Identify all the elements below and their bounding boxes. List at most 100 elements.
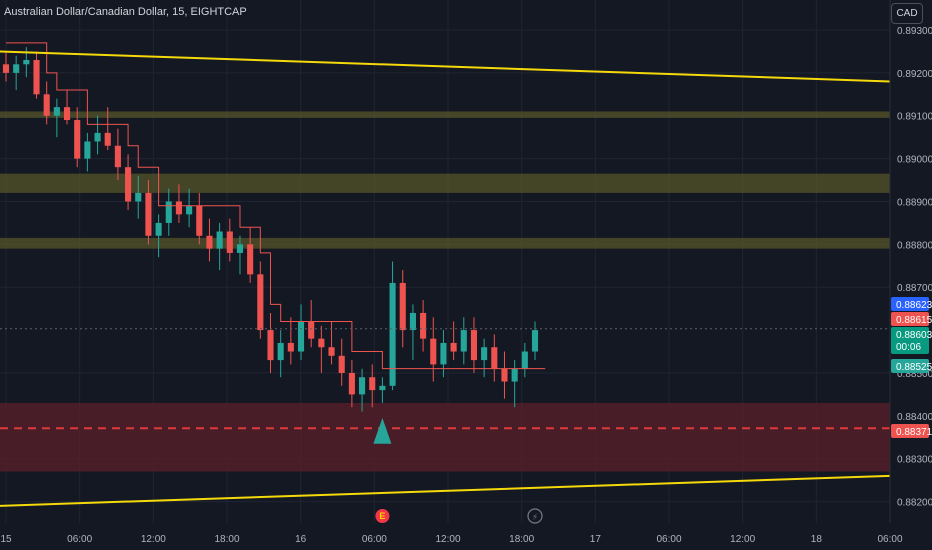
price-label-p2-bg: [891, 312, 929, 326]
candle-body: [114, 145, 121, 168]
time-axis-panel: [0, 523, 932, 550]
candle-body: [247, 244, 254, 275]
price-label-p5-bg: [891, 424, 929, 438]
candle-body: [409, 312, 416, 331]
y-tick-label: 0.89100: [897, 112, 932, 123]
candle-body: [94, 132, 101, 142]
candle-body: [318, 338, 325, 348]
y-tick-label: 0.88500: [897, 369, 932, 380]
candle-body: [175, 201, 182, 215]
candle-body: [104, 132, 111, 146]
candle-body: [481, 347, 488, 361]
currency-button[interactable]: CAD: [891, 3, 923, 24]
candle-body: [491, 347, 498, 369]
price-label-p4-bg: [891, 359, 929, 373]
x-tick-label: 12:00: [730, 534, 755, 545]
candle-body: [226, 231, 233, 253]
y-tick-label: 0.89000: [897, 155, 932, 166]
candle-body: [206, 235, 213, 249]
zone-3: [0, 237, 890, 249]
y-tick-label: 0.88900: [897, 197, 932, 208]
candle-body: [338, 355, 345, 373]
x-tick-label: 18: [811, 534, 823, 545]
candle-body: [267, 330, 274, 361]
candle-body: [186, 205, 193, 215]
y-tick-label: 0.89200: [897, 69, 932, 80]
x-tick-label: 06:00: [67, 534, 92, 545]
y-tick-label: 0.88700: [897, 283, 932, 294]
flash-icon-label: ⚡: [532, 513, 538, 523]
candle-body: [399, 282, 406, 331]
candle-body: [257, 274, 264, 331]
candle-body: [43, 94, 50, 116]
upper-trendline: [0, 50, 891, 83]
candle-body: [53, 107, 60, 116]
price-label-p1: 0.88623: [896, 300, 932, 311]
candle-body: [389, 282, 396, 386]
candle-body: [277, 342, 284, 361]
candle-body: [287, 342, 294, 352]
candle-body: [470, 330, 478, 361]
candle-body: [308, 321, 315, 339]
price-label-p2: 0.88615: [896, 315, 932, 326]
price-label-p1-bg: [891, 297, 929, 311]
candle-body: [511, 368, 518, 382]
current-price-label: 0.88603: [896, 330, 932, 341]
price-label-p4: 0.88525: [896, 362, 932, 373]
candle-body: [369, 377, 376, 391]
x-tick-label: 06:00: [877, 534, 902, 545]
candle-body: [297, 321, 305, 352]
candle-body: [135, 192, 142, 202]
candle-body: [13, 64, 20, 73]
y-tick-label: 0.89300: [897, 26, 932, 37]
zone-2: [0, 173, 890, 193]
candle-body: [145, 192, 152, 236]
x-tick-label: 06:00: [362, 534, 387, 545]
x-tick-label: 16: [295, 534, 307, 545]
candle-body: [196, 205, 203, 236]
candle-body: [348, 372, 355, 395]
candle-body: [33, 60, 40, 95]
price-axis-panel: [890, 0, 932, 550]
candle-body: [155, 222, 162, 236]
x-tick-label: 15: [0, 534, 12, 545]
candle-body: [501, 368, 508, 382]
candle-body: [84, 141, 91, 159]
candle-body: [450, 342, 457, 352]
lower-trendline: [0, 474, 891, 507]
y-tick-label: 0.88200: [897, 498, 932, 509]
x-tick-label: 17: [590, 534, 602, 545]
candle-body: [63, 107, 71, 121]
x-tick-label: 06:00: [656, 534, 681, 545]
candle-body: [460, 330, 467, 352]
x-tick-label: 12:00: [435, 534, 460, 545]
candle-body: [165, 201, 172, 223]
candle-body: [521, 351, 528, 369]
candle-body: [2, 64, 10, 73]
price-label-p5: 0.88371: [896, 427, 932, 438]
candle-body: [216, 231, 223, 249]
x-tick-label: 12:00: [141, 534, 166, 545]
candle-body: [531, 330, 539, 352]
candle-body: [420, 312, 427, 339]
candle-body: [236, 244, 244, 253]
earnings-icon: [375, 509, 390, 523]
x-tick-label: 18:00: [214, 534, 239, 545]
candle-body: [23, 60, 30, 65]
zone-1: [0, 111, 890, 118]
flash-icon: [527, 508, 543, 524]
candle-body: [125, 167, 132, 202]
candle-body: [74, 120, 81, 159]
demand-zone: [0, 402, 890, 472]
candle-body: [359, 377, 366, 395]
trailing-resistance-line: [6, 42, 546, 370]
candle-body: [328, 347, 335, 356]
candle-body: [440, 342, 447, 365]
earnings-icon-label: E: [379, 511, 385, 521]
candle-body: [379, 385, 386, 391]
x-tick-label: 18:00: [509, 534, 534, 545]
y-tick-label: 0.88800: [897, 240, 932, 251]
candle-body: [430, 338, 437, 365]
